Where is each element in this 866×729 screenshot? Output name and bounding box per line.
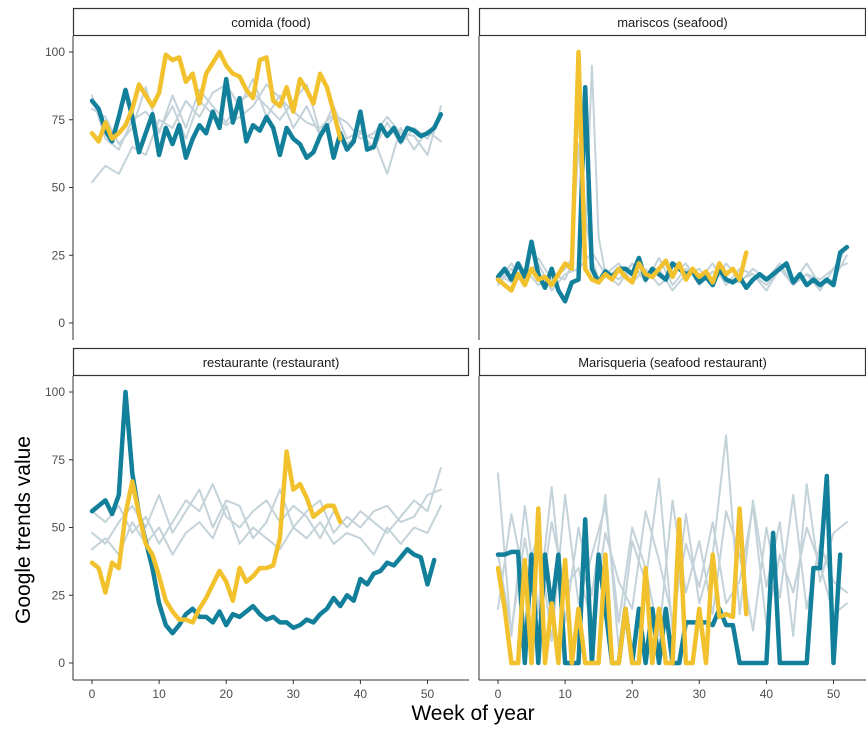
- x-tick-label: 30: [693, 687, 707, 701]
- highlight-gold-series-line: [89, 49, 343, 144]
- y-tick-label: 100: [45, 385, 65, 399]
- y-tick-label: 25: [52, 248, 66, 262]
- highlight-teal-series-line: [89, 76, 444, 160]
- x-tick-label: 30: [287, 687, 301, 701]
- highlight-gold-series-line: [495, 49, 749, 293]
- y-tick-label: 0: [58, 656, 65, 670]
- panel-strip: [478, 347, 866, 377]
- y-tick-label: 50: [52, 521, 66, 535]
- panel-title: Marisqueria (seafood restaurant): [578, 355, 767, 370]
- panel-strip: [72, 347, 470, 377]
- x-tick-label: 50: [421, 687, 435, 701]
- highlight-teal-series-line: [89, 389, 437, 636]
- panel-title: comida (food): [231, 15, 310, 30]
- x-tick-label: 50: [827, 687, 841, 701]
- highlight-teal-series-line: [495, 84, 850, 304]
- highlight-teal-series-line: [495, 473, 843, 666]
- panel-4: Marisqueria (seafood restaurant) 0 10 20 30 4…: [478, 347, 866, 701]
- highlight-gold-series-line: [495, 506, 749, 666]
- x-tick-label: 20: [220, 687, 234, 701]
- panel-strip: [72, 7, 470, 37]
- x-tick-label: 10: [152, 687, 166, 701]
- panel-strip: [478, 7, 866, 37]
- x-tick-label: 0: [495, 687, 502, 701]
- panel-3: restaurante (restaurant) 0 25 50 75 100 0 10 20 3…: [45, 347, 470, 701]
- x-axis-title: Week of year: [411, 702, 534, 725]
- y-tick-label: 100: [45, 45, 65, 59]
- y-tick-label: 0: [58, 316, 65, 330]
- background-series-line: [91, 504, 442, 556]
- x-tick-label: 20: [626, 687, 640, 701]
- background-series-line: [497, 105, 848, 287]
- y-tick-label: 75: [52, 453, 66, 467]
- background-series-line: [497, 494, 848, 643]
- x-tick-label: 10: [558, 687, 572, 701]
- y-tick-label: 75: [52, 113, 66, 127]
- y-tick-label: 25: [52, 588, 66, 602]
- panel-1: comida (food) 0 25 50 75 100: [45, 7, 470, 340]
- y-axis-title: Google trends value: [12, 436, 35, 624]
- x-tick-label: 40: [760, 687, 774, 701]
- y-tick-label: 50: [52, 181, 66, 195]
- background-series-line: [91, 488, 442, 545]
- background-series-line: [497, 64, 848, 292]
- panel-title: restaurante (restaurant): [203, 355, 340, 370]
- x-tick-label: 0: [89, 687, 96, 701]
- highlight-gold-series-line: [89, 449, 343, 625]
- background-series-line: [91, 466, 442, 545]
- x-tick-label: 40: [354, 687, 368, 701]
- panel-title: mariscos (seafood): [617, 15, 728, 30]
- panel-2: mariscos (seafood): [478, 7, 866, 340]
